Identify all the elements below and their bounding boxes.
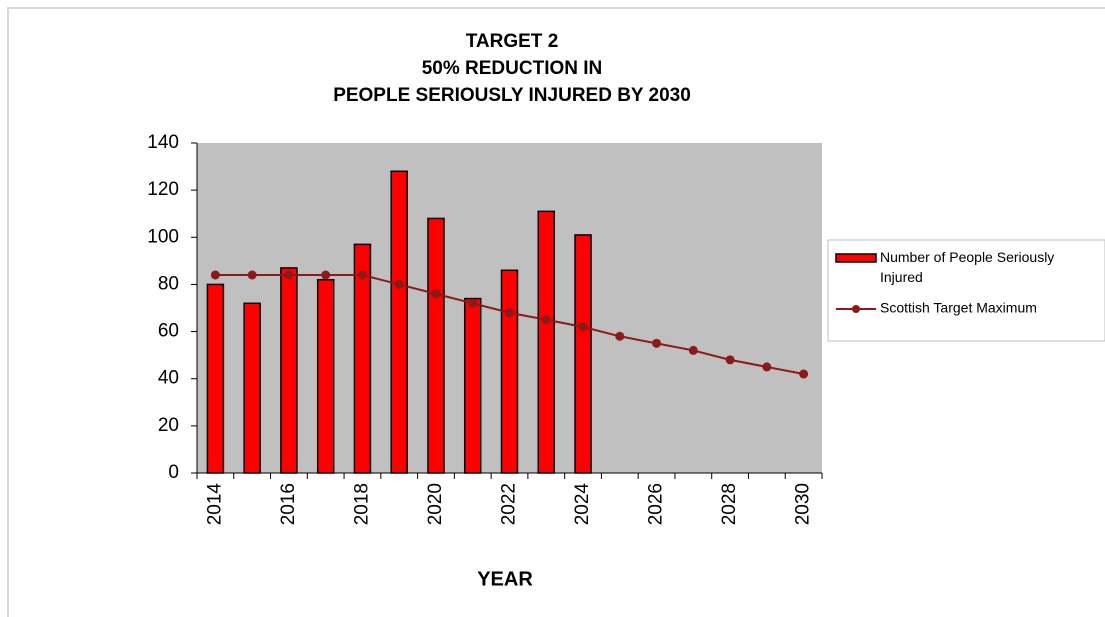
legend-marker	[852, 305, 860, 313]
legend-label-line: Injured	[880, 269, 923, 285]
line-marker	[431, 289, 441, 299]
y-tick-label: 60	[158, 321, 179, 342]
x-tick-label: 2022	[499, 483, 520, 525]
x-axis-title: YEAR	[477, 568, 533, 590]
line-marker	[652, 338, 662, 348]
bar	[390, 170, 408, 474]
bar	[243, 302, 261, 474]
bar	[500, 269, 519, 474]
bar	[537, 210, 556, 474]
bar	[280, 267, 298, 474]
line-marker	[725, 355, 735, 365]
x-tick-label: 2024	[572, 483, 593, 526]
line-marker	[762, 362, 772, 372]
line-marker	[210, 270, 220, 280]
y-tick-label: 140	[147, 132, 179, 153]
line-marker	[541, 315, 551, 325]
bar	[427, 217, 445, 474]
chart-title: PEOPLE SERIOUSLY INJURED BY 2030	[333, 85, 691, 106]
y-tick-label: 40	[158, 368, 179, 389]
y-tick-label: 120	[147, 179, 179, 200]
bar	[574, 234, 592, 474]
line-marker	[247, 270, 257, 280]
chart-title: TARGET 2	[466, 31, 559, 52]
line-marker	[357, 270, 367, 280]
x-tick-label: 2018	[351, 483, 372, 525]
legend-label: Scottish Target Maximum	[880, 300, 1037, 316]
line-marker	[468, 298, 478, 308]
y-tick-label: 80	[158, 273, 179, 294]
x-tick-label: 2030	[793, 483, 814, 525]
line-marker	[505, 308, 514, 318]
line-marker	[394, 279, 404, 289]
y-tick-label: 20	[158, 415, 179, 436]
x-tick-label: 2020	[425, 483, 446, 525]
legend-label-line: Number of People Seriously	[880, 249, 1054, 265]
line-marker	[799, 369, 809, 379]
line-marker	[321, 270, 331, 280]
line-marker	[615, 331, 625, 341]
line-marker	[284, 270, 294, 280]
y-tick-label: 100	[147, 226, 179, 247]
x-tick-label: 2016	[278, 483, 299, 525]
legend-swatch	[835, 253, 877, 263]
line-marker	[578, 322, 588, 332]
bar	[353, 243, 372, 474]
bar	[463, 297, 482, 474]
y-tick-label: 0	[168, 462, 179, 483]
line-marker	[688, 345, 698, 355]
chart-title: 50% REDUCTION IN	[422, 58, 603, 79]
x-tick-label: 2026	[646, 483, 667, 525]
legend-label: Number of People Seriously Injured	[880, 249, 1054, 285]
x-tick-label: 2014	[204, 483, 225, 526]
x-tick-label: 2028	[719, 483, 740, 525]
bar	[206, 283, 225, 474]
bar	[316, 278, 335, 474]
